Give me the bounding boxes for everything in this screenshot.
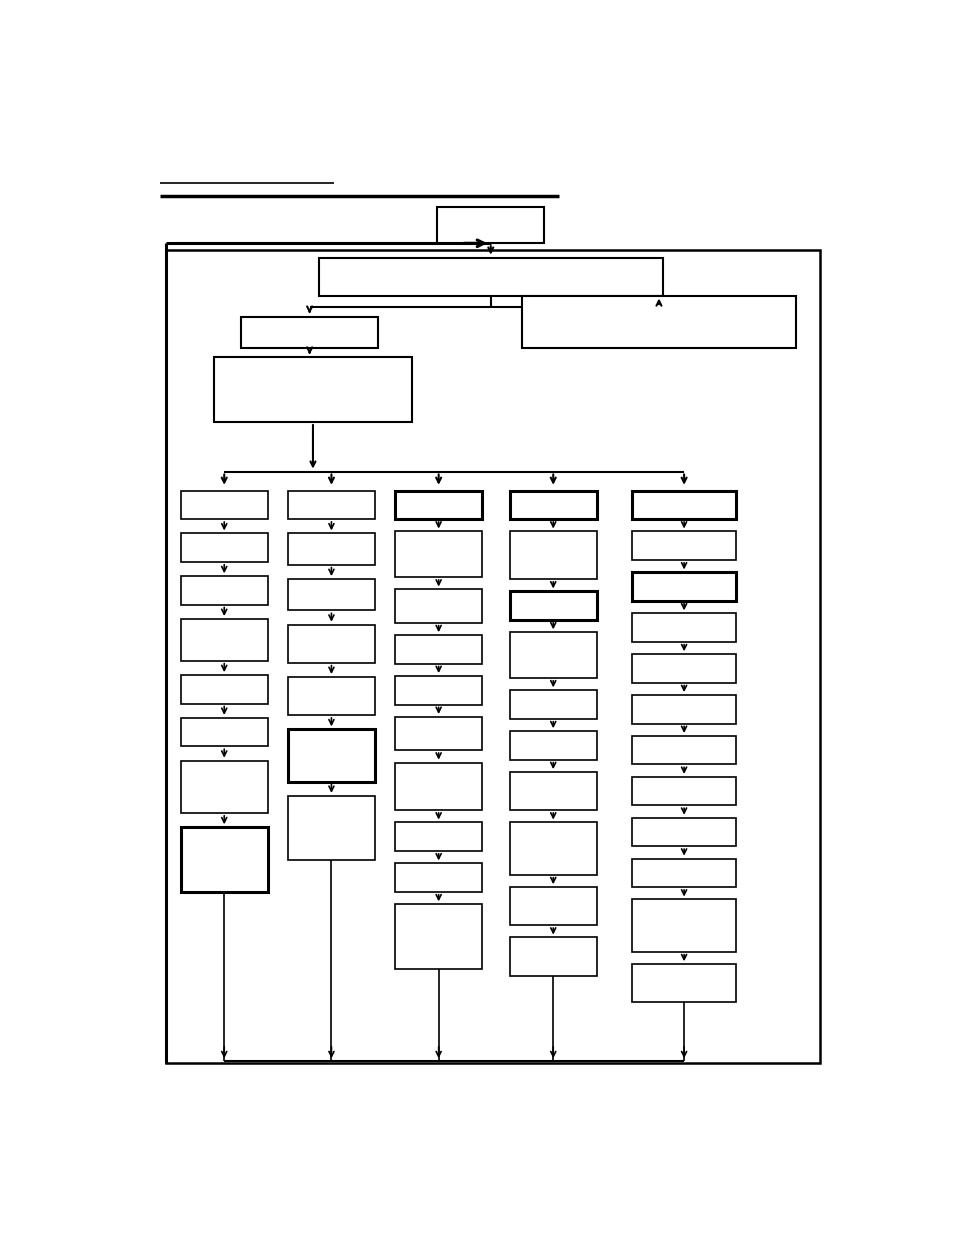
FancyBboxPatch shape bbox=[395, 635, 482, 663]
FancyBboxPatch shape bbox=[288, 795, 375, 861]
FancyBboxPatch shape bbox=[395, 589, 482, 622]
FancyBboxPatch shape bbox=[395, 716, 482, 750]
FancyBboxPatch shape bbox=[213, 357, 412, 422]
FancyBboxPatch shape bbox=[288, 729, 375, 782]
FancyBboxPatch shape bbox=[180, 619, 268, 661]
FancyBboxPatch shape bbox=[632, 490, 735, 519]
FancyBboxPatch shape bbox=[632, 531, 735, 559]
FancyBboxPatch shape bbox=[395, 904, 482, 969]
FancyBboxPatch shape bbox=[288, 490, 375, 519]
FancyBboxPatch shape bbox=[509, 632, 597, 678]
FancyBboxPatch shape bbox=[521, 295, 795, 348]
FancyBboxPatch shape bbox=[632, 572, 735, 601]
FancyBboxPatch shape bbox=[436, 207, 544, 243]
FancyBboxPatch shape bbox=[632, 858, 735, 887]
FancyBboxPatch shape bbox=[395, 490, 482, 519]
FancyBboxPatch shape bbox=[288, 677, 375, 715]
FancyBboxPatch shape bbox=[632, 614, 735, 642]
FancyBboxPatch shape bbox=[632, 695, 735, 724]
FancyBboxPatch shape bbox=[180, 827, 268, 892]
FancyBboxPatch shape bbox=[509, 937, 597, 976]
FancyBboxPatch shape bbox=[288, 534, 375, 564]
FancyBboxPatch shape bbox=[509, 690, 597, 719]
FancyBboxPatch shape bbox=[509, 531, 597, 579]
FancyBboxPatch shape bbox=[632, 899, 735, 952]
FancyBboxPatch shape bbox=[395, 531, 482, 577]
FancyBboxPatch shape bbox=[288, 579, 375, 610]
FancyBboxPatch shape bbox=[509, 772, 597, 810]
FancyBboxPatch shape bbox=[509, 887, 597, 925]
FancyBboxPatch shape bbox=[180, 718, 268, 746]
FancyBboxPatch shape bbox=[180, 676, 268, 704]
FancyBboxPatch shape bbox=[395, 762, 482, 810]
FancyBboxPatch shape bbox=[509, 731, 597, 760]
FancyBboxPatch shape bbox=[632, 777, 735, 805]
FancyBboxPatch shape bbox=[288, 625, 375, 663]
FancyBboxPatch shape bbox=[632, 818, 735, 846]
FancyBboxPatch shape bbox=[180, 490, 268, 519]
FancyBboxPatch shape bbox=[395, 863, 482, 892]
FancyBboxPatch shape bbox=[241, 316, 377, 348]
FancyBboxPatch shape bbox=[318, 258, 662, 295]
FancyBboxPatch shape bbox=[509, 490, 597, 519]
FancyBboxPatch shape bbox=[632, 736, 735, 764]
FancyBboxPatch shape bbox=[180, 534, 268, 562]
FancyBboxPatch shape bbox=[180, 576, 268, 605]
FancyBboxPatch shape bbox=[180, 761, 268, 813]
FancyBboxPatch shape bbox=[509, 592, 597, 620]
FancyBboxPatch shape bbox=[395, 823, 482, 851]
FancyBboxPatch shape bbox=[632, 655, 735, 683]
FancyBboxPatch shape bbox=[509, 823, 597, 874]
FancyBboxPatch shape bbox=[395, 676, 482, 704]
FancyBboxPatch shape bbox=[632, 965, 735, 1002]
